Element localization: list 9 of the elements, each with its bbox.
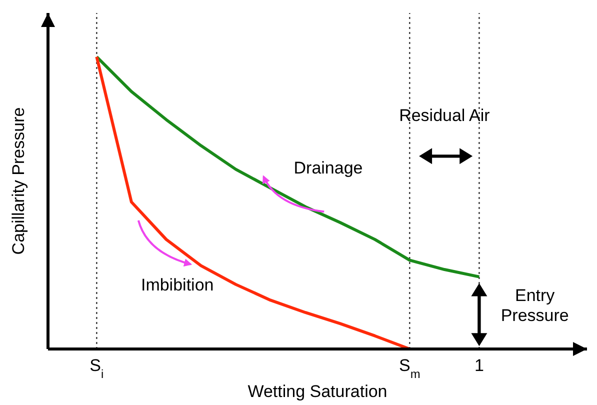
x-axis-title: Wetting Saturation: [248, 382, 388, 401]
x-tick-label: S$_{m}$: [399, 356, 420, 381]
annotation: Drainage: [294, 158, 363, 178]
annotation: Imbibition: [140, 276, 214, 295]
x-tick-label: 1: [474, 356, 484, 375]
annotation: Residual Air: [399, 106, 490, 126]
x-tick-label: S$_{i}$: [90, 356, 104, 381]
annotation: Entry Pressure: [500, 286, 569, 326]
y-axis-title: Capillarity Pressure: [9, 107, 28, 255]
